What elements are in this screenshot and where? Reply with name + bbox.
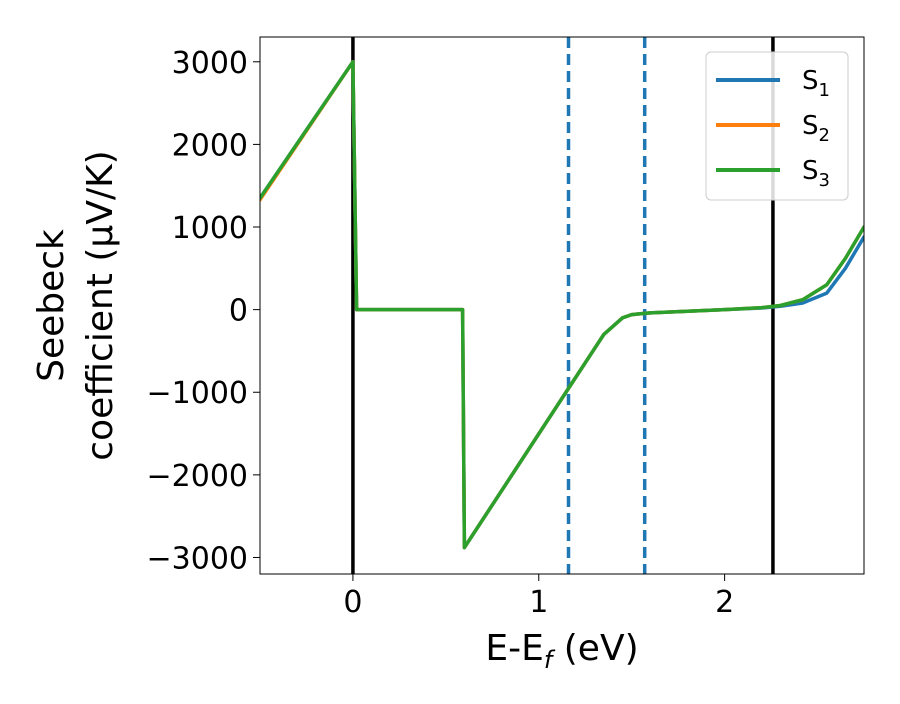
legend: S1 S2 S3	[705, 51, 849, 201]
y-axis-title-line2: coefficient (μV/K)	[80, 150, 121, 460]
x-tick-label-0: 0	[343, 585, 362, 620]
x-tick-label-1: 1	[529, 585, 548, 620]
axis-ticks: 0 1 2 −3000 −2000 −1000 0 1000 2000 3000	[147, 46, 735, 620]
y-tick-label-1: −2000	[147, 459, 248, 494]
y-axis-title-line1: Seebeck	[31, 229, 72, 382]
legend-label-s3: S3	[802, 156, 830, 191]
y-tick-label-6: 3000	[172, 46, 248, 81]
series-line-s3	[260, 60, 864, 550]
x-axis-title-unit: (eV)	[552, 628, 638, 669]
y-tick-label-3: 0	[229, 294, 248, 329]
plot-frame	[259, 36, 865, 575]
x-tick-label-2: 2	[715, 585, 734, 620]
y-tick-label-4: 1000	[172, 211, 248, 246]
x-axis-title-main: E-E	[485, 628, 543, 669]
y-tick-label-5: 2000	[172, 128, 248, 163]
legend-label-s2: S2	[802, 111, 830, 146]
y-tick-label-0: −3000	[147, 541, 248, 576]
y-tick-label-2: −1000	[147, 376, 248, 411]
legend-label-s1: S1	[802, 66, 830, 101]
x-axis-title: E-Ef (eV)	[485, 628, 638, 674]
